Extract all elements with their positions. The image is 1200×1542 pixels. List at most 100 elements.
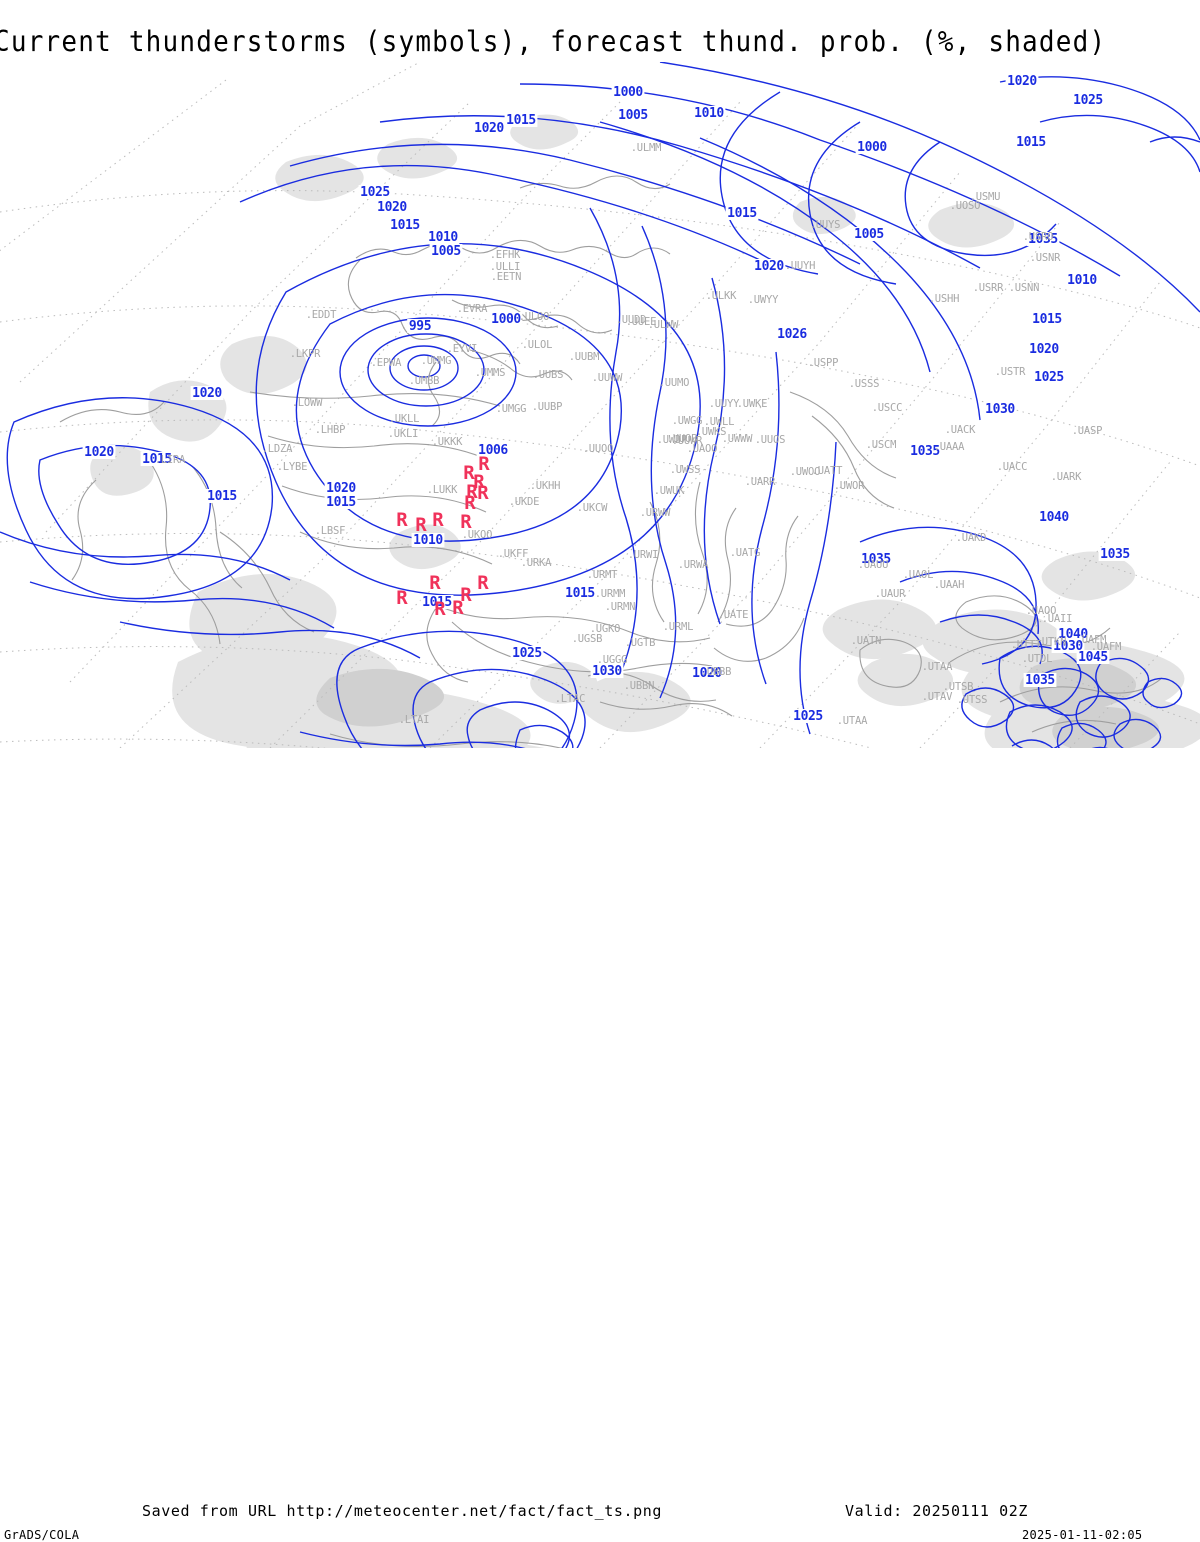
isobar-label-bg bbox=[1026, 232, 1060, 246]
isobar-label-bg bbox=[1014, 135, 1048, 149]
isobar-label-bg bbox=[852, 227, 886, 241]
station-label: .UACC bbox=[997, 461, 1028, 473]
thunderstorm-glyph: R bbox=[466, 481, 478, 503]
isobar-label: 1035 bbox=[910, 444, 940, 459]
isobar-label: 995 bbox=[409, 319, 431, 334]
isobar-label-bg bbox=[324, 495, 358, 509]
station-label: .EDDT bbox=[306, 309, 337, 321]
station-label: .UUYY bbox=[709, 398, 740, 410]
station-label: .UOSO bbox=[950, 200, 981, 212]
probability-shading-layer bbox=[90, 114, 1200, 748]
thunderstorm-glyph: R bbox=[477, 482, 489, 504]
station-label: .UWUK bbox=[654, 485, 685, 497]
station-label: .UAUU bbox=[858, 559, 889, 571]
isobar-label: 1015 bbox=[1032, 312, 1062, 327]
thunderstorm-glyph: R bbox=[452, 597, 464, 619]
isobar-label: 1015 bbox=[207, 489, 237, 504]
isobar-label: 1015 bbox=[727, 206, 757, 221]
station-label: .UKHH bbox=[530, 480, 561, 492]
station-label: .URWA bbox=[678, 559, 709, 571]
station-label: .UWLL bbox=[704, 416, 735, 428]
station-label: .UAKD bbox=[956, 532, 987, 544]
isobar-label: 1040 bbox=[1058, 627, 1088, 642]
thunderstorm-symbol: R bbox=[415, 514, 427, 536]
isobar-label-bg bbox=[1056, 627, 1090, 641]
station-label: .UUDD bbox=[616, 314, 647, 326]
station-label: .UTDL bbox=[1022, 653, 1053, 665]
station-label: .UWKS bbox=[696, 426, 727, 438]
isobar-label-bg bbox=[411, 533, 445, 547]
isobar-label-bg bbox=[1071, 93, 1105, 107]
station-label: .UUYS bbox=[810, 219, 841, 231]
isobar-label: 1035 bbox=[861, 552, 891, 567]
isobar-label-bg bbox=[388, 218, 422, 232]
isobar-label: 1005 bbox=[618, 108, 648, 123]
station-label: .UKKK bbox=[432, 436, 463, 448]
isobar-label-bg bbox=[1030, 312, 1064, 326]
station-label: .UGSB bbox=[572, 633, 603, 645]
thunderstorm-glyph: R bbox=[429, 572, 441, 594]
station-label: .UAAA bbox=[934, 441, 965, 453]
station-label: .UTAV bbox=[922, 691, 953, 703]
isobar-label: 1025 bbox=[1034, 370, 1064, 385]
isobar-label-bg bbox=[472, 121, 506, 135]
station-label: .URML bbox=[663, 621, 694, 633]
render-timestamp: 2025-01-11-02:05 bbox=[1022, 1528, 1143, 1542]
station-label: .UUWW bbox=[592, 372, 623, 384]
producer-credit: GrADS/COLA bbox=[4, 1528, 80, 1542]
station-label: .UUMO bbox=[659, 377, 690, 389]
weather-map[interactable]: 1000 1020 1015 1025 1005 1010 1025 1020 1000 1015… bbox=[0, 62, 1200, 748]
isobar-label: 1020 bbox=[474, 121, 504, 136]
station-label: .UGKO bbox=[590, 623, 621, 635]
thunderstorm-symbol: R bbox=[460, 511, 472, 533]
graticule-layer bbox=[0, 62, 1200, 748]
station-label: .UWYY bbox=[748, 294, 779, 306]
station-label: .ULKK bbox=[706, 290, 737, 302]
station-label: .UAFM bbox=[1076, 634, 1107, 646]
isobar-label: 1010 bbox=[428, 230, 458, 245]
thunderstorm-symbol: R bbox=[460, 584, 472, 606]
station-label: .LTAI bbox=[399, 714, 430, 726]
station-label: .UACK bbox=[945, 424, 976, 436]
valid-time-text: Valid: 20250111 02Z bbox=[845, 1502, 1028, 1520]
isobar-label: 1035 bbox=[1100, 547, 1130, 562]
station-label: .UKLL bbox=[389, 413, 420, 425]
isobar-label-bg bbox=[1051, 639, 1085, 653]
station-label: .URKA bbox=[521, 557, 552, 569]
station-label: .USNR bbox=[1030, 252, 1061, 264]
station-label: .UARR bbox=[745, 476, 776, 488]
isobar-label-bg bbox=[983, 402, 1017, 416]
station-label: .UBBB bbox=[701, 666, 732, 678]
isobar-label-bg bbox=[791, 709, 825, 723]
isobar-label: 1020 bbox=[754, 259, 784, 274]
station-label: .UWSS bbox=[670, 464, 701, 476]
station-label: .UMBB bbox=[409, 375, 440, 387]
isobar-label: 1015 bbox=[422, 595, 452, 610]
thunderstorm-glyph: R bbox=[473, 471, 485, 493]
station-label: .UTAA bbox=[922, 661, 953, 673]
isobar-label-bg bbox=[1037, 510, 1071, 524]
station-label: .UKFF bbox=[498, 548, 529, 560]
station-label: .UATG bbox=[730, 547, 761, 559]
isobar-label-bg bbox=[420, 595, 454, 609]
footer: Saved from URL http://meteocenter.net/fa… bbox=[0, 748, 1200, 1542]
isobar-label: 1020 bbox=[84, 445, 114, 460]
station-label: .UMMG bbox=[421, 355, 452, 367]
station-label: .UWKE bbox=[737, 398, 768, 410]
isobar-label: 1010 bbox=[1067, 273, 1097, 288]
thunderstorm-glyph: R bbox=[415, 514, 427, 536]
isobar-label: 1015 bbox=[326, 495, 356, 510]
station-label: .UUEE bbox=[626, 316, 657, 328]
station-label: .UBBN bbox=[624, 680, 655, 692]
isobar-label: 1040 bbox=[1039, 510, 1069, 525]
isobar-label-bg bbox=[855, 140, 889, 154]
station-label: .UKCW bbox=[577, 502, 608, 514]
isobar-label-bg bbox=[504, 113, 538, 127]
thunderstorm-symbol: R bbox=[463, 462, 475, 484]
thunderstorm-glyph: R bbox=[396, 509, 408, 531]
station-label: .LDZA bbox=[262, 443, 293, 455]
isobar-label: 1030 bbox=[592, 664, 622, 679]
thunderstorm-symbol: R bbox=[429, 572, 441, 594]
